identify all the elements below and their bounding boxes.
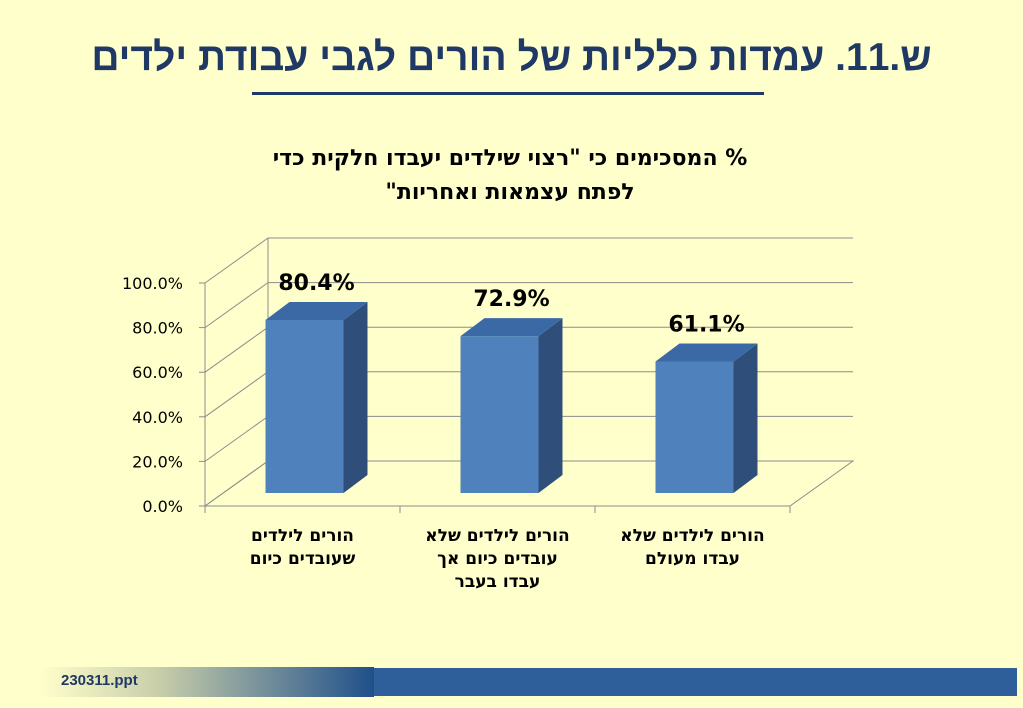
- bar-side-1: [538, 318, 563, 493]
- y-tick-label-0: 0.0%: [142, 497, 183, 516]
- footer-bar: [374, 668, 1017, 696]
- bar-side-2: [733, 343, 758, 493]
- category-label-1-0: הורים לילדים שלא: [425, 526, 569, 546]
- footer-gradient-strip: [40, 667, 374, 697]
- bar-2: [655, 361, 734, 493]
- bar-0: [265, 319, 344, 493]
- bar-top-0: [265, 301, 368, 320]
- bar-top-2: [655, 343, 758, 362]
- gridline-side-1: [204, 415, 269, 462]
- y-tick-label-4: 80.0%: [132, 319, 183, 338]
- title-underline: [252, 92, 764, 95]
- data-label-2: 61.1%: [668, 313, 744, 338]
- bar-1: [460, 336, 539, 493]
- y-tick-label-5: 100.0%: [122, 274, 183, 293]
- footer-filename: 230311.ppt: [61, 672, 138, 689]
- category-label-2-0: הורים לילדים שלא: [620, 526, 764, 546]
- category-label-1-2: עבדו בעבר: [455, 572, 541, 592]
- y-tick-label-2: 40.0%: [132, 408, 183, 427]
- chart-title-line-2: לפתח עצמאות ואחריות": [385, 180, 635, 205]
- gridline-side-5: [204, 237, 269, 284]
- bar-side-0: [343, 301, 368, 493]
- category-label-0-1: שעובדים כיום: [250, 549, 356, 569]
- gridline-side-4: [204, 282, 269, 329]
- y-tick-label-1: 20.0%: [132, 452, 183, 471]
- chart-title-line-1: % המסכימים כי "רצוי שילדים יעבדו חלקית כ…: [272, 146, 748, 171]
- slide-title: ש.11. עמדות כלליות של הורים לגבי עבודת י…: [91, 36, 932, 79]
- y-tick-label-3: 60.0%: [132, 363, 183, 382]
- data-label-0: 80.4%: [278, 271, 354, 296]
- data-label-1: 72.9%: [473, 287, 549, 312]
- gridline-side-2: [204, 371, 269, 418]
- chart-title: % המסכימים כי "רצוי שילדים יעבדו חלקית כ…: [190, 142, 830, 210]
- gridline-side-3: [204, 326, 269, 373]
- category-label-0-0: הורים לילדים: [251, 526, 354, 546]
- category-label-2-1: עבדו מעולם: [645, 549, 740, 569]
- bar-top-1: [460, 318, 563, 337]
- bar-chart: 0.0% 20.0% 40.0% 60.0% 80.0% 100.0% 80.4% הורים…: [122, 237, 855, 592]
- category-label-1-1: עובדים כיום אך: [437, 549, 558, 569]
